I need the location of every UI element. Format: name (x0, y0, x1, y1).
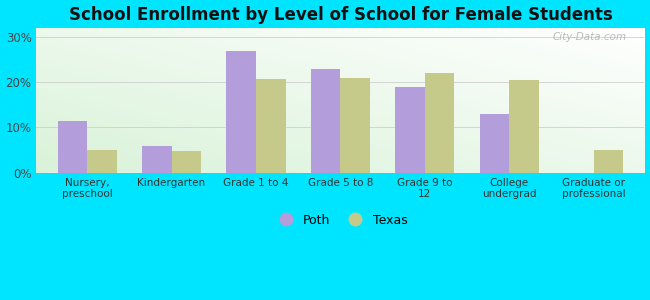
Legend: Poth, Texas: Poth, Texas (268, 209, 413, 232)
Bar (256, 79, 285, 173)
Bar (58, 121, 87, 173)
Bar (594, 150, 623, 173)
Bar (226, 50, 256, 173)
Bar (142, 146, 172, 173)
Text: City-Data.com: City-Data.com (552, 32, 626, 42)
Bar (395, 87, 425, 173)
Bar (172, 151, 201, 173)
Bar (87, 150, 116, 173)
Bar (480, 114, 510, 173)
Bar (510, 80, 539, 173)
Title: School Enrollment by Level of School for Female Students: School Enrollment by Level of School for… (68, 6, 612, 24)
Bar (341, 78, 370, 173)
Bar (311, 69, 341, 173)
Bar (425, 73, 454, 173)
